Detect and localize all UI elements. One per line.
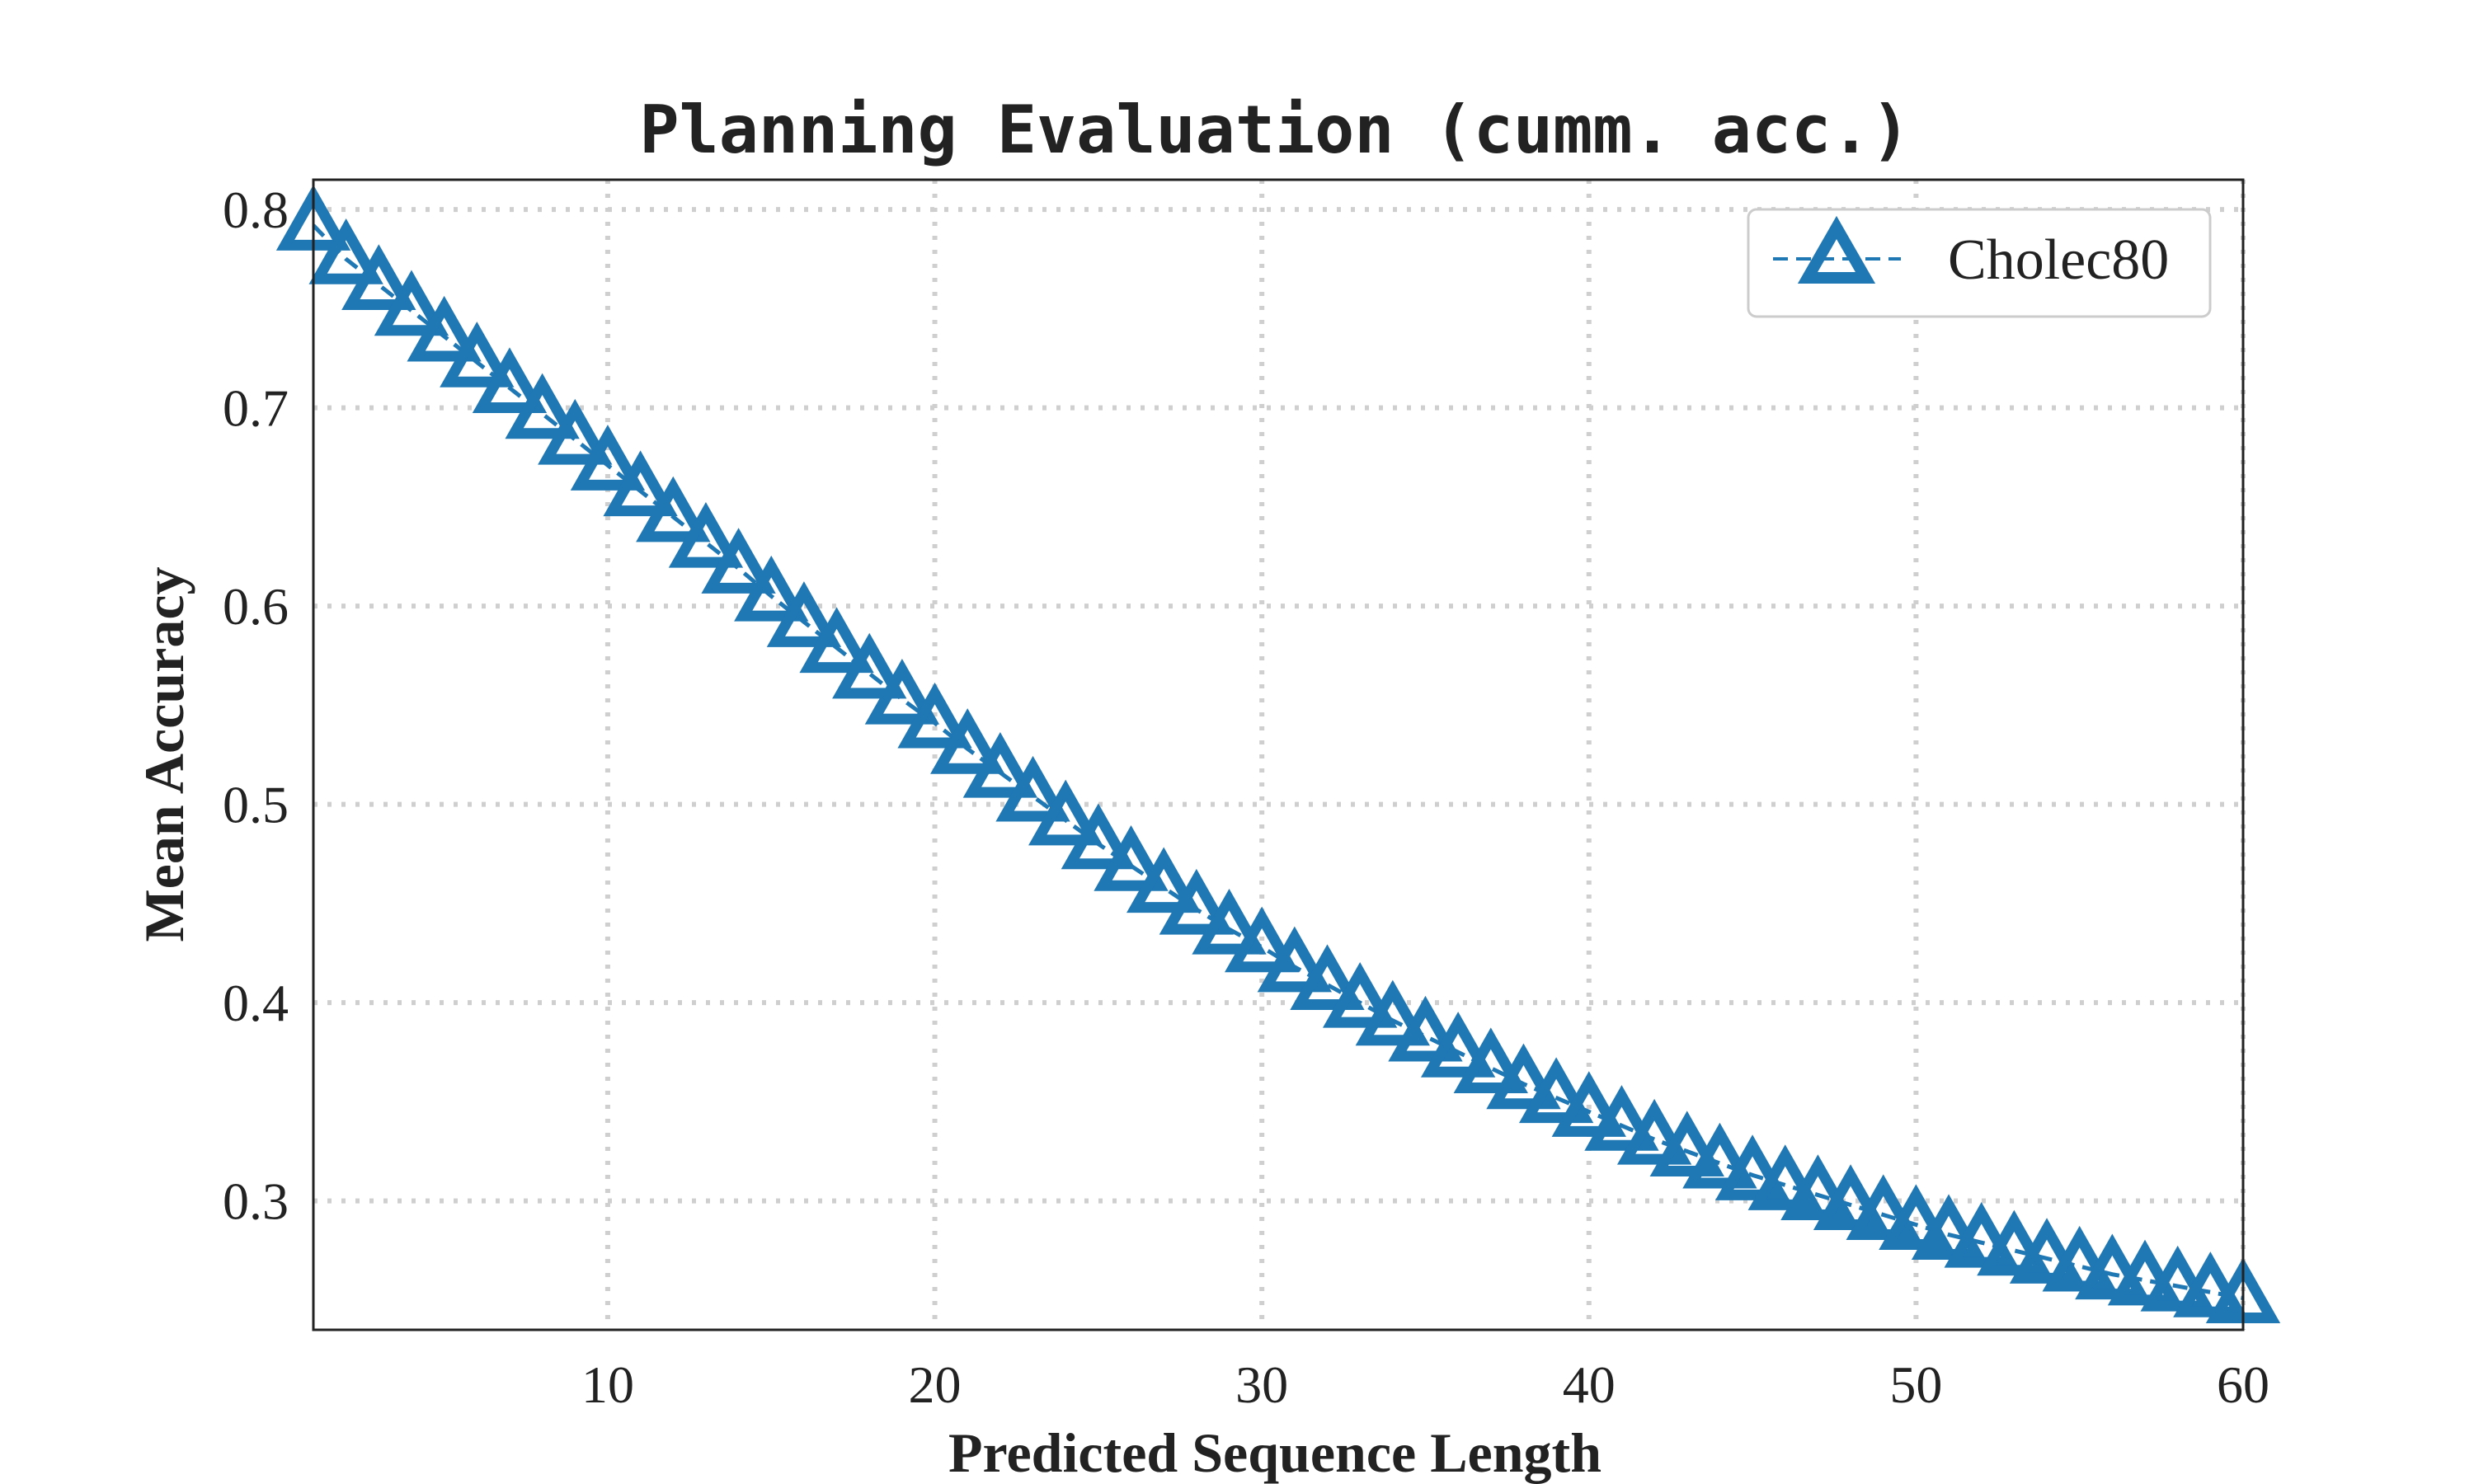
y-tick-label: 0.8: [223, 181, 289, 239]
data-point: [930, 708, 1005, 774]
data-point: [2173, 1252, 2248, 1317]
data-point: [1977, 1209, 2052, 1276]
data-point: [995, 755, 1070, 822]
data-point: [701, 528, 776, 594]
data-point: [1225, 906, 1300, 973]
data-point: [1061, 803, 1136, 870]
data-point: [1094, 825, 1169, 891]
y-axis-ticks: 0.3 0.4 0.5 0.6 0.7 0.8: [223, 181, 289, 1231]
data-point: [505, 373, 580, 439]
data-point: [603, 450, 678, 517]
data-point: [2140, 1245, 2215, 1312]
data-point: [734, 555, 809, 622]
data-point: [1028, 779, 1103, 846]
x-tick-label: 20: [909, 1355, 962, 1414]
data-point: [2009, 1218, 2085, 1284]
data-point: [636, 476, 711, 542]
x-tick-label: 50: [1889, 1355, 1942, 1414]
data-point: [1649, 1111, 1724, 1177]
plot-frame: [312, 178, 2245, 1331]
x-tick-label: 40: [1563, 1355, 1616, 1414]
legend-label: Cholec80: [1948, 228, 2169, 292]
data-point: [1453, 1027, 1528, 1094]
data-point: [1159, 868, 1235, 935]
y-tick-label: 0.6: [223, 577, 289, 636]
y-tick-label: 0.3: [223, 1172, 289, 1231]
y-tick-label: 0.7: [223, 379, 289, 438]
x-tick-label: 60: [2217, 1355, 2269, 1414]
data-point: [1879, 1184, 1954, 1251]
data-point: [1584, 1085, 1659, 1151]
x-tick-label: 30: [1235, 1355, 1288, 1414]
data-point: [472, 347, 548, 414]
data-point: [2075, 1233, 2150, 1300]
legend: Cholec80: [1747, 208, 2212, 318]
data-point: [668, 501, 744, 568]
data-point: [864, 658, 940, 725]
legend-marker-triangle: [1797, 215, 1876, 284]
data-point: [1322, 961, 1398, 1028]
chart-title: Planning Evaluation (cumm. acc.): [639, 92, 1910, 168]
data-point: [1747, 1144, 1823, 1210]
data-point: [1355, 979, 1430, 1046]
data-point: [897, 682, 972, 749]
legend-box: [1747, 208, 2212, 318]
data-point: [1616, 1098, 1692, 1165]
data-point: [1126, 847, 1202, 913]
data-point: [570, 425, 646, 491]
y-tick-label: 0.4: [223, 974, 289, 1032]
data-point: [1486, 1043, 1561, 1110]
data-point: [538, 398, 613, 465]
data-point: [1420, 1012, 1496, 1078]
data-point: [962, 731, 1038, 798]
y-axis-label: Mean Accuracy: [133, 566, 195, 942]
data-point: [1257, 926, 1332, 993]
data-point: [1911, 1194, 1987, 1261]
data-point: [2107, 1239, 2183, 1306]
data-point: [1682, 1122, 1757, 1189]
x-axis-ticks: 10 20 30 40 50 60: [581, 1355, 2269, 1414]
data-point: [1518, 1057, 1594, 1124]
data-point: [1714, 1134, 1790, 1200]
data-point: [799, 607, 874, 674]
y-tick-label: 0.5: [223, 776, 289, 834]
data-point: [341, 244, 416, 310]
data-point: [1192, 888, 1267, 955]
data-point: [1944, 1201, 2019, 1268]
data-point: [1551, 1071, 1626, 1137]
data-point: [440, 322, 515, 387]
data-point: [1780, 1154, 1856, 1220]
x-axis-label: Predicted Sequence Length: [948, 1421, 1602, 1484]
data-point: [832, 632, 907, 699]
data-point: [766, 581, 842, 647]
data-point: [1846, 1174, 1921, 1240]
data-point: [308, 218, 383, 284]
series-layer: [275, 185, 2281, 1324]
data-point: [1290, 944, 1365, 1010]
data-point: [374, 270, 449, 336]
data-point: [1813, 1164, 1888, 1230]
x-tick-label: 10: [581, 1355, 634, 1414]
data-point: [1388, 995, 1463, 1062]
data-point: [407, 295, 482, 362]
data-point: [2042, 1225, 2117, 1292]
